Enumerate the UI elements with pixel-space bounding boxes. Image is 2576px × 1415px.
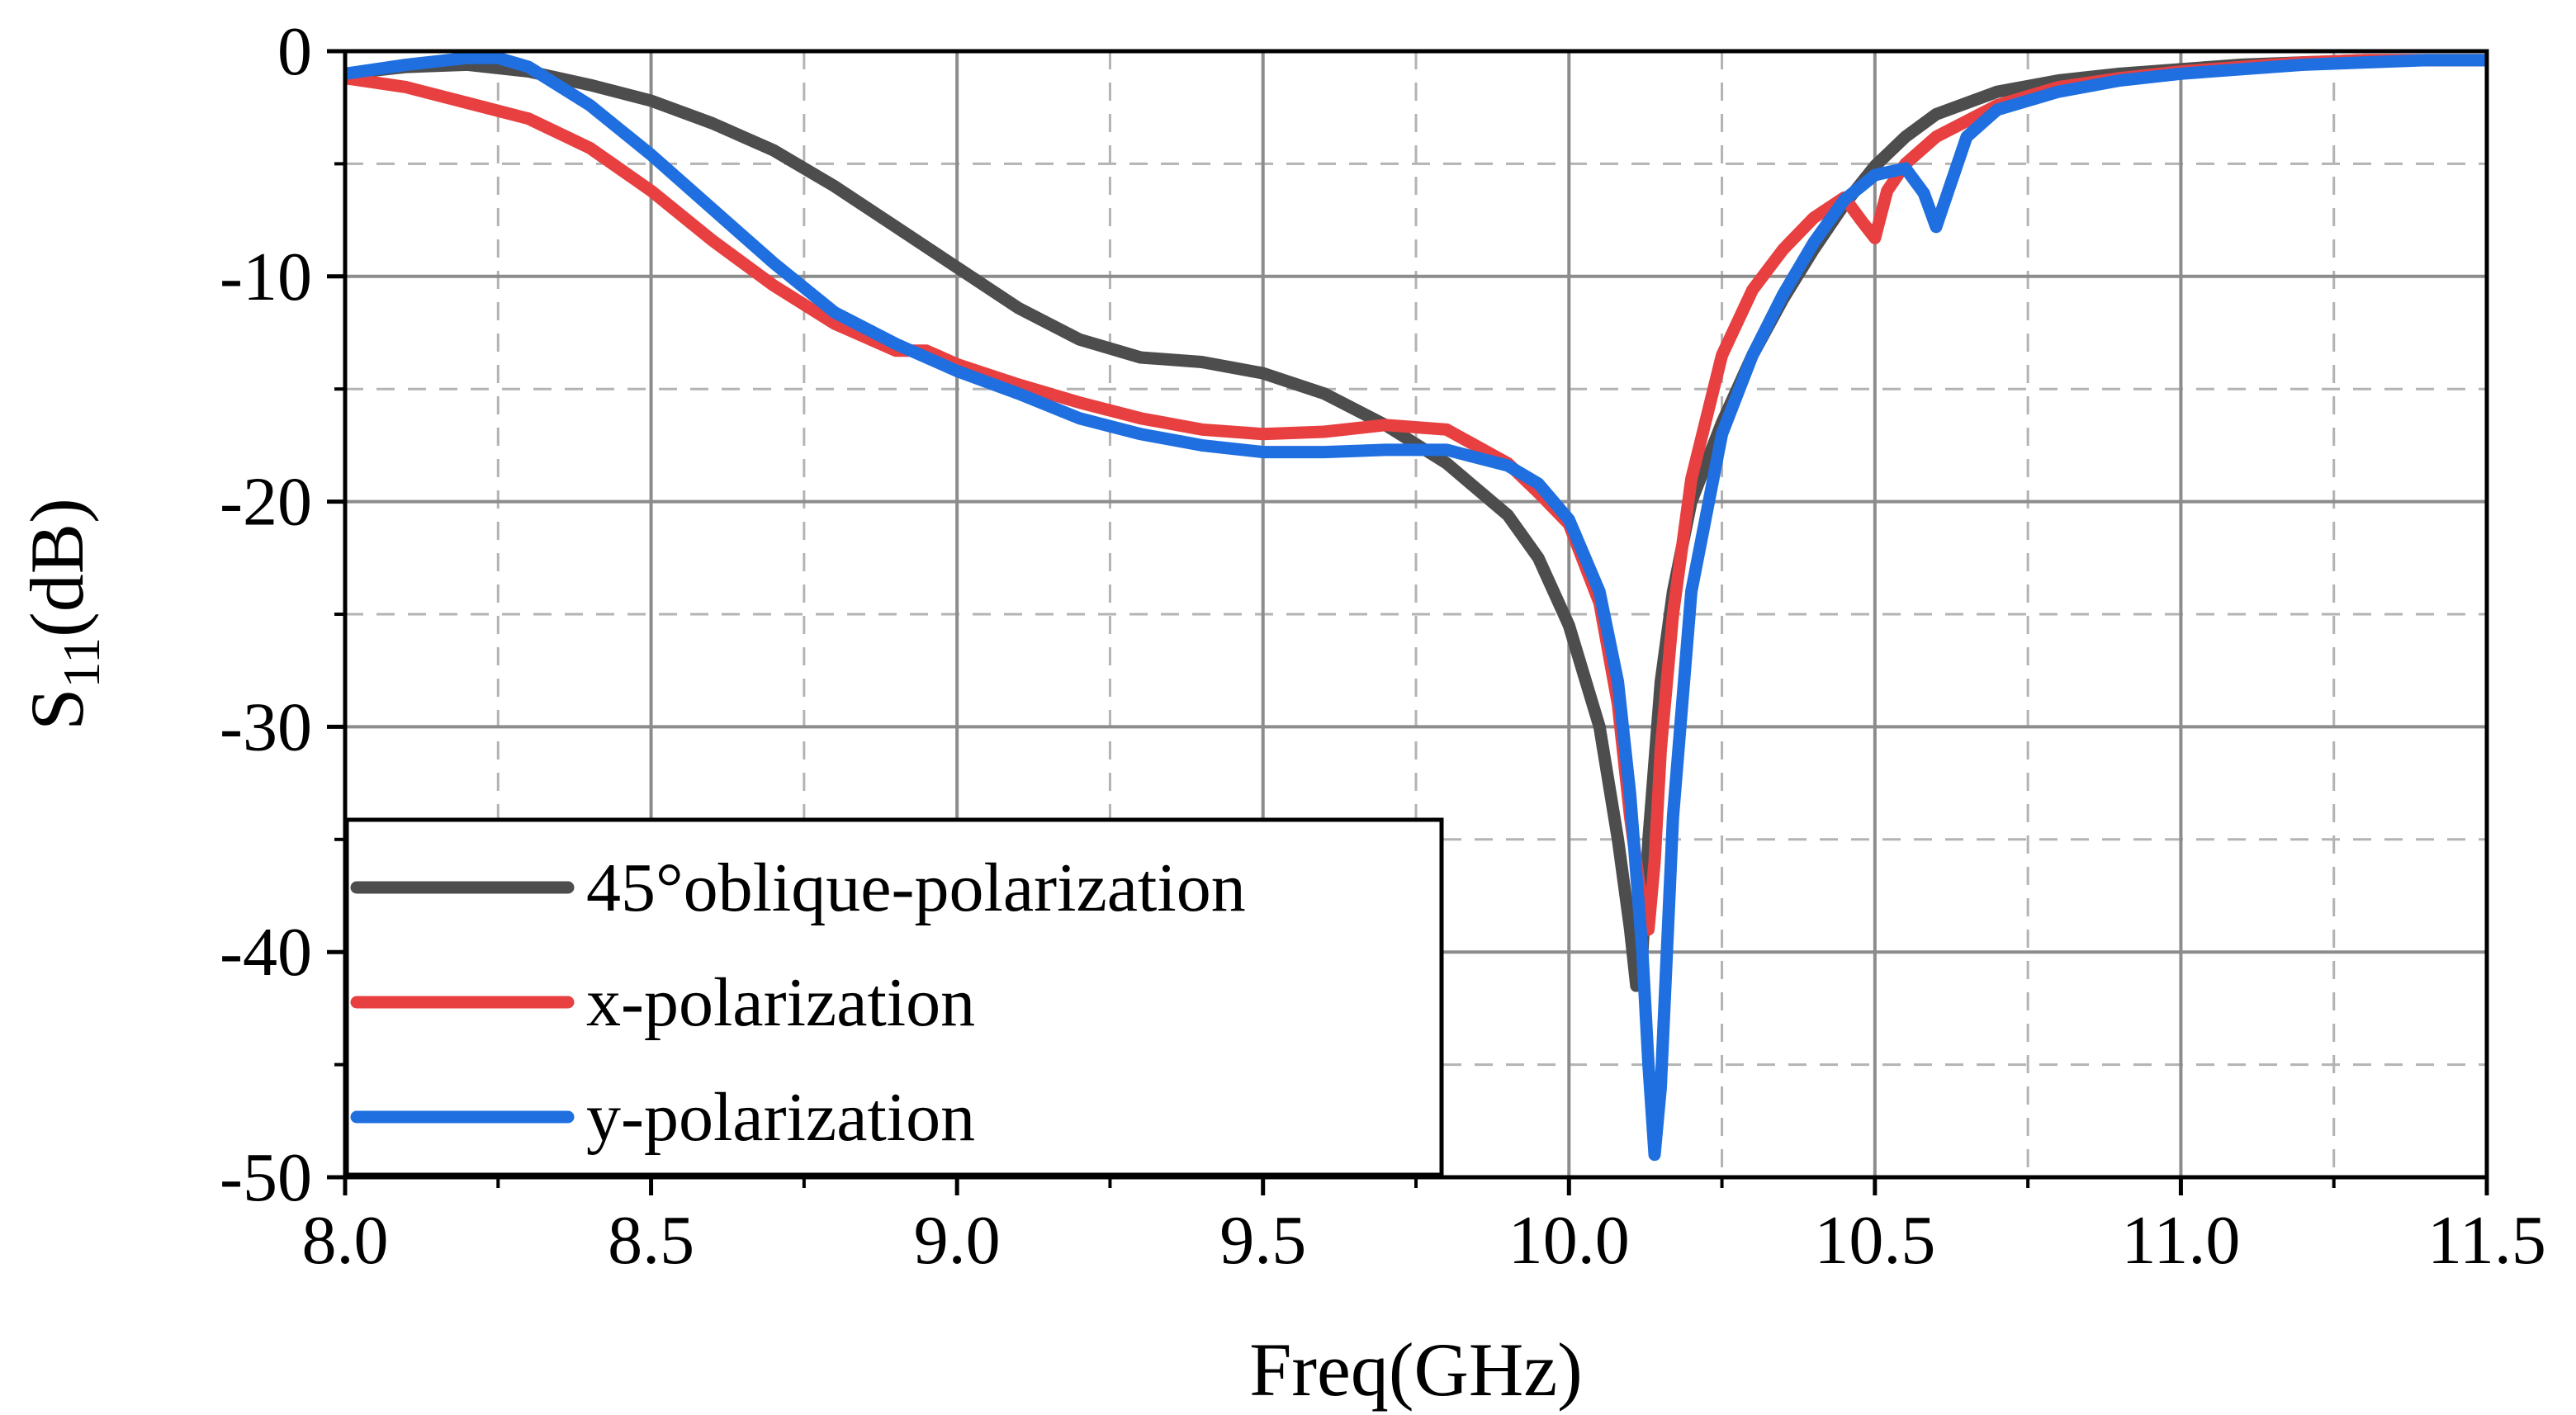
y-tick-labels: 0 -10 -20 -30 -40 -50: [220, 13, 312, 1216]
legend-label-2: x-polarization: [586, 964, 975, 1041]
x-tick-label: 8.5: [608, 1202, 694, 1279]
x-tick-labels: 8.0 8.5 9.0 9.5 10.0 10.5 11.0 11.5: [302, 1202, 2546, 1279]
x-axis-title: Freq(GHz): [1249, 1327, 1583, 1412]
y-axis-title: S11(dB): [15, 498, 111, 730]
y-tick-label: -10: [220, 239, 312, 315]
y-axis-title-subscript: 11: [52, 637, 111, 689]
x-tick-label: 9.5: [1219, 1202, 1306, 1279]
x-tick-label: 10.0: [1508, 1202, 1630, 1279]
x-tick-label: 8.0: [302, 1202, 389, 1279]
legend: 45°oblique-polarization x-polarization y-p…: [344, 817, 1444, 1177]
y-axis-title-main: S: [15, 689, 99, 731]
y-tick-label: -40: [220, 914, 312, 991]
x-tick-label: 11.0: [2121, 1202, 2240, 1279]
y-tick-label: -50: [220, 1139, 312, 1216]
axis-ticks: [327, 49, 2489, 1195]
y-axis-title-unit: (dB): [15, 498, 99, 637]
y-tick-label: 0: [277, 13, 312, 90]
series-line-1: [345, 54, 2487, 992]
major-grid: [345, 51, 2487, 1177]
y-tick-label: -20: [220, 464, 312, 541]
x-tick-label: 10.5: [1814, 1202, 1935, 1279]
legend-label-1: 45°oblique-polarization: [586, 849, 1246, 926]
series-layer: [345, 51, 2487, 1162]
x-tick-label: 11.5: [2427, 1202, 2546, 1279]
y-tick-label: -30: [220, 689, 312, 765]
legend-label-3: y-polarization: [586, 1079, 975, 1156]
x-tick-label: 9.0: [914, 1202, 1001, 1279]
series-line-3: [345, 51, 2487, 1162]
